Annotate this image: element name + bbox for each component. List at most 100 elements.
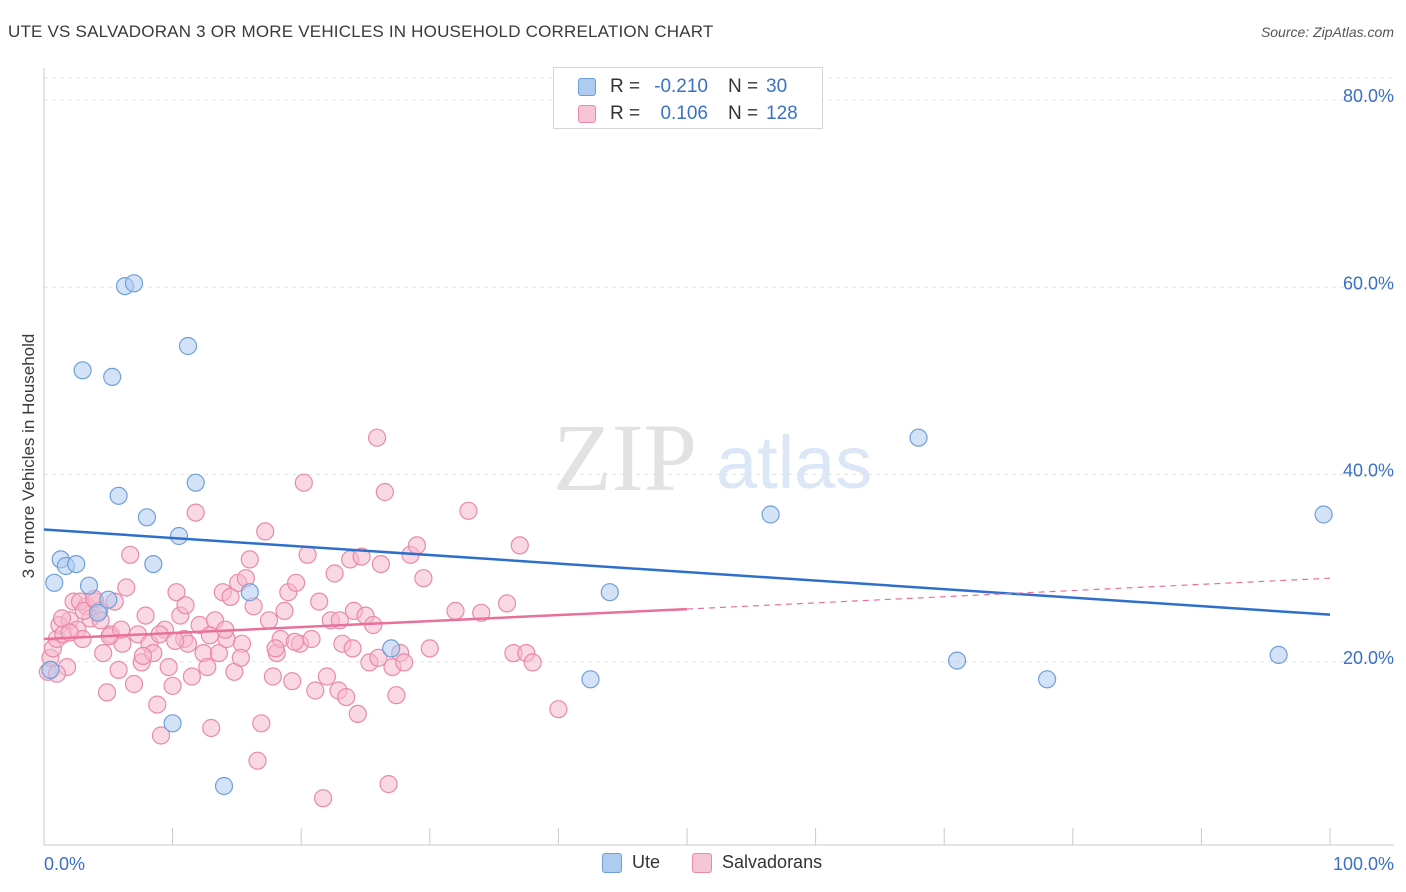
watermark-atlas: atlas: [716, 421, 872, 504]
y-axis-title: 3 or more Vehicles in Household: [19, 334, 38, 579]
n-label: N =: [728, 103, 759, 124]
ute-point: [137, 508, 156, 527]
ute-point: [600, 583, 619, 602]
y-tick-labels: 20.0% 40.0% 60.0% 80.0%: [1343, 86, 1394, 668]
series-legend: Ute Salvadorans: [602, 852, 854, 873]
salvadoran-point: [121, 545, 140, 564]
ute-point: [67, 554, 86, 574]
salvadoran-points: [38, 428, 568, 808]
salvadoran-point: [136, 606, 155, 625]
n-value: 128: [766, 103, 798, 124]
salvadoran-point: [285, 632, 304, 651]
ute-point: [240, 583, 259, 602]
salvadoran-swatch: [692, 852, 713, 873]
legend-label-salvadorans: Salvadorans: [722, 852, 823, 872]
salvadoran-point: [166, 631, 185, 651]
salvadoran-point: [148, 695, 167, 714]
ute-point: [103, 367, 122, 386]
salvadoran-point: [510, 536, 529, 555]
watermark: ZIP atlas: [553, 404, 872, 511]
salvadoran-point: [266, 639, 285, 658]
salvadoran-point: [317, 667, 336, 686]
ute-point: [45, 573, 64, 592]
ute-trend-line: [43, 528, 1331, 616]
ute-point: [88, 603, 108, 622]
salvadoran-point: [259, 611, 279, 630]
salvadoran-point: [368, 428, 387, 447]
salvadoran-point: [159, 657, 178, 677]
ute-points: [41, 274, 1333, 796]
correlation-legend: R = -0.210 N = 30 R = 0.106 N = 128: [553, 67, 823, 129]
chart-source: Source: ZipAtlas.com: [1260, 24, 1394, 40]
x-tick-label-min: 0.0%: [44, 854, 85, 874]
salvadoran-point: [133, 646, 153, 666]
ute-point: [186, 473, 205, 492]
salvadoran-point: [182, 667, 201, 686]
salvadoran-point: [420, 639, 439, 658]
salvadoran-point: [200, 626, 219, 645]
ute-point: [214, 776, 234, 796]
ute-point: [581, 670, 600, 689]
y-tick-label: 40.0%: [1343, 461, 1394, 481]
x-axis-ticks: [43, 828, 1331, 845]
salvadoran-point: [209, 643, 228, 663]
salvadoran-point: [523, 653, 542, 672]
salvadoran-point: [198, 657, 217, 677]
salvadoran-point: [112, 620, 131, 639]
salvadoran-point: [472, 603, 491, 622]
ute-point: [99, 590, 118, 609]
salvadoran-point: [497, 594, 517, 613]
salvadoran-point: [352, 547, 371, 566]
legend-row-salvadoran: R = 0.106 N = 128: [578, 102, 798, 126]
salvadoran-point: [283, 672, 302, 691]
salvadoran-point: [407, 536, 426, 555]
y-tick-label: 60.0%: [1343, 273, 1394, 293]
n-value: 30: [766, 76, 788, 97]
salvadoran-point: [94, 643, 113, 663]
trend-lines: [43, 528, 1331, 641]
salvadoran-point: [240, 550, 259, 569]
salvadoran-point: [395, 653, 414, 672]
salvadoran-point: [294, 473, 313, 492]
salvadoran-point: [176, 596, 195, 615]
salvadoran-point: [387, 686, 406, 705]
salvadoran-point: [325, 564, 344, 583]
r-label: R =: [610, 76, 641, 97]
salvadoran-point: [109, 660, 128, 680]
salvadoran-point: [186, 503, 205, 522]
watermark-zip: ZIP: [553, 404, 697, 511]
salvadoran-point: [414, 569, 433, 588]
salvadoran-point: [52, 609, 72, 628]
legend-item-ute[interactable]: Ute: [602, 852, 660, 873]
ute-point: [169, 526, 189, 546]
salvadoran-trend-extension: [686, 577, 1331, 610]
salvadoran-point: [151, 726, 171, 745]
salvadoran-point: [252, 714, 271, 733]
ute-point: [1037, 670, 1057, 689]
ute-point: [761, 505, 780, 524]
salvadoran-point: [379, 774, 398, 794]
axes: [43, 68, 1394, 846]
legend-item-salvadorans[interactable]: Salvadorans: [692, 852, 822, 873]
ute-point: [41, 660, 60, 680]
r-value: -0.210: [654, 76, 708, 97]
salvadoran-point: [298, 545, 317, 564]
salvadoran-point: [306, 681, 325, 700]
salvadoran-point: [446, 601, 465, 621]
salvadoran-point: [310, 592, 329, 611]
salvadoran-point: [117, 578, 136, 597]
salvadoran-point: [348, 704, 367, 724]
salvadoran-point: [459, 501, 478, 520]
ute-swatch: [602, 852, 622, 873]
salvadoran-point: [231, 648, 250, 667]
ute-point: [124, 274, 144, 293]
salvadoran-point: [97, 683, 117, 702]
salvadoran-point: [167, 583, 186, 602]
ute-point: [178, 336, 198, 356]
r-label: R =: [610, 103, 641, 124]
y-tick-label: 20.0%: [1343, 648, 1394, 668]
ute-point: [1314, 505, 1333, 524]
ute-point: [79, 576, 99, 595]
salvadoran-point: [337, 687, 356, 707]
salvadoran-point: [343, 639, 362, 658]
